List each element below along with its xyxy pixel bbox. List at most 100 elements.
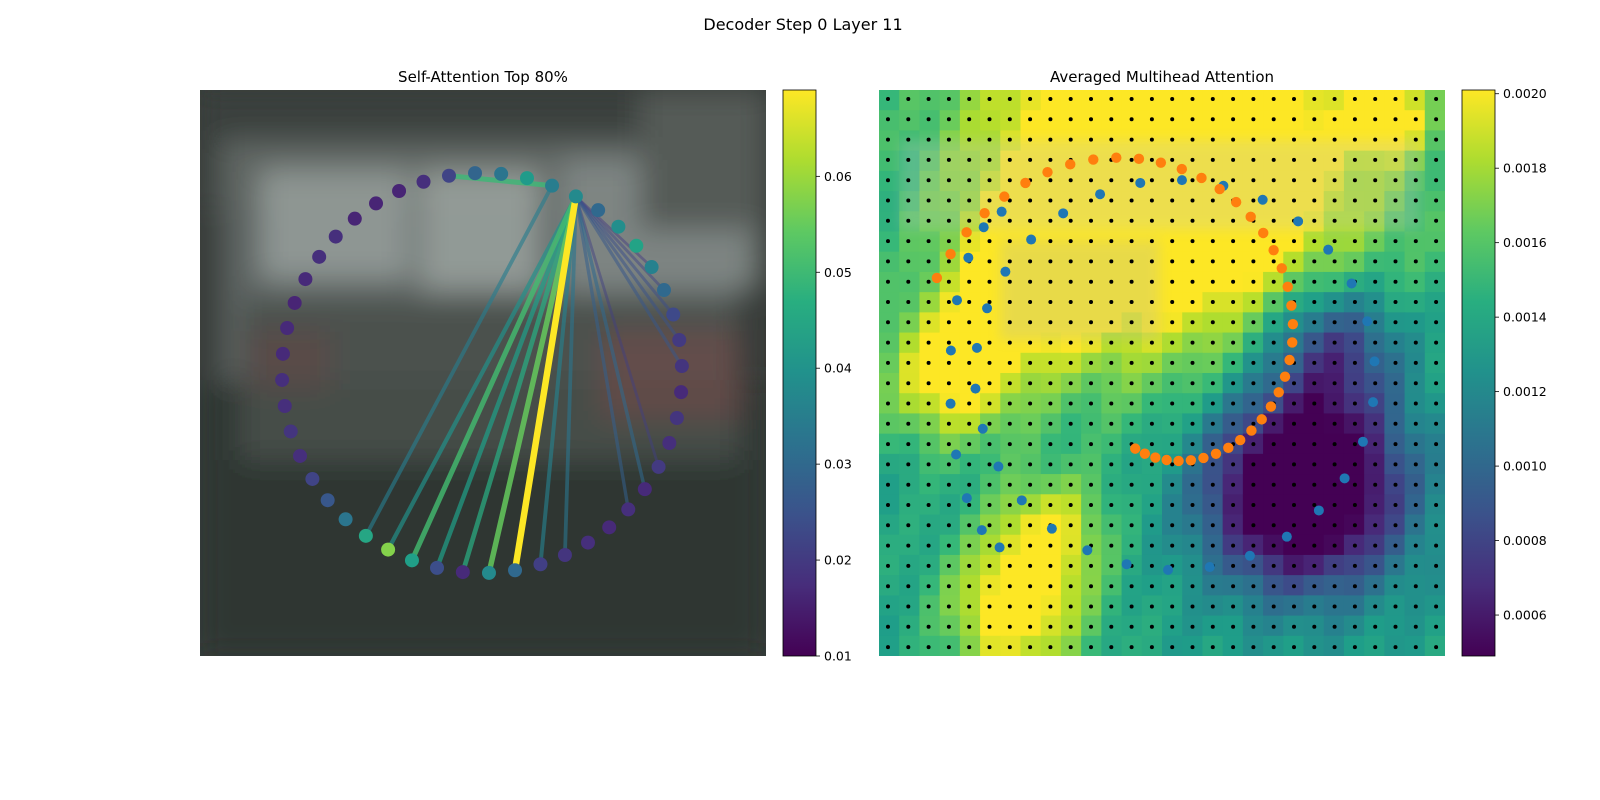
token-node <box>277 399 292 414</box>
grid-dot <box>946 523 951 528</box>
grid-dot <box>1048 198 1053 203</box>
orange-point <box>1245 211 1256 223</box>
grid-dot <box>926 239 931 244</box>
grid-dot <box>1373 645 1378 650</box>
grid-dot <box>1251 239 1256 244</box>
grid-dot <box>1373 543 1378 548</box>
token-node <box>662 436 677 451</box>
token-node <box>468 166 483 181</box>
grid-dot <box>1149 584 1154 589</box>
grid-dot <box>1068 320 1073 325</box>
blue-point <box>1058 208 1069 219</box>
grid-dot <box>1109 584 1114 589</box>
grid-dot <box>1251 259 1256 264</box>
grid-dot <box>1271 320 1276 325</box>
grid-dot <box>1028 340 1033 345</box>
grid-dot <box>946 198 951 203</box>
grid-dot <box>1109 462 1114 467</box>
grid-dot <box>1292 503 1296 507</box>
grid-dot <box>1292 482 1296 487</box>
grid-dot <box>987 645 992 650</box>
token-node <box>338 512 353 527</box>
grid-dot <box>1129 421 1134 426</box>
grid-dot <box>1292 442 1296 447</box>
grid-dot <box>1231 340 1236 345</box>
grid-dot <box>1089 360 1093 365</box>
grid-dot <box>906 624 911 629</box>
grid-dot <box>1109 300 1114 304</box>
grid-dot <box>1190 421 1195 426</box>
grid-dot <box>1251 523 1256 528</box>
grid-dot <box>1393 401 1398 406</box>
grid-dot <box>1149 218 1154 223</box>
grid-dot <box>1393 279 1398 284</box>
grid-dot <box>967 462 972 467</box>
grid-dot <box>1028 117 1033 122</box>
orange-point <box>1265 401 1277 412</box>
grid-dot <box>886 300 890 304</box>
grid-dot <box>1028 300 1033 304</box>
grid-dot <box>1170 117 1175 122</box>
grid-dot <box>886 97 890 101</box>
grid-dot <box>1393 523 1398 528</box>
grid-dot <box>1434 239 1439 244</box>
grid-dot <box>1312 340 1317 345</box>
grid-dot <box>1292 137 1296 142</box>
grid-dot <box>1332 462 1337 467</box>
colorbar-tick-label: 0.0014 <box>1503 310 1547 325</box>
grid-dot <box>1352 523 1357 528</box>
grid-dot <box>1190 645 1195 650</box>
grid-dot <box>1210 381 1215 386</box>
grid-dot <box>1149 645 1154 650</box>
orange-point <box>1161 454 1172 466</box>
grid-dot <box>946 137 951 142</box>
grid-dot <box>967 604 972 609</box>
grid-dot <box>1271 157 1276 162</box>
orange-point <box>1176 163 1188 175</box>
grid-dot <box>1190 320 1195 325</box>
grid-dot <box>1007 340 1012 345</box>
grid-dot <box>1332 340 1337 345</box>
grid-dot <box>1190 482 1195 487</box>
grid-dot <box>946 503 951 507</box>
grid-dot <box>1373 340 1378 345</box>
multihead-attention-title: Averaged Multihead Attention <box>1050 68 1274 86</box>
grid-dot <box>1190 543 1195 548</box>
grid-dot <box>1413 482 1418 487</box>
orange-point <box>1088 154 1099 165</box>
grid-dot <box>1210 198 1215 203</box>
grid-dot <box>1068 604 1073 609</box>
grid-dot <box>1109 218 1114 223</box>
grid-dot <box>1251 401 1256 406</box>
grid-dot <box>886 320 890 325</box>
self-attention-panel: Self-Attention Top 80% 0.010.020.030.0 <box>200 68 852 664</box>
grid-dot <box>1149 137 1154 142</box>
grid-dot <box>1413 279 1418 284</box>
grid-dot <box>1048 218 1053 223</box>
grid-dot <box>1149 563 1154 568</box>
grid-dot <box>1089 97 1093 101</box>
grid-dot <box>1434 401 1439 406</box>
grid-dot <box>1109 360 1114 365</box>
grid-dot <box>1231 401 1236 406</box>
attention-edge <box>574 194 684 368</box>
blue-point <box>1281 531 1292 542</box>
colorbar-tick-label: 0.0010 <box>1503 459 1547 474</box>
grid-dot <box>1028 523 1033 528</box>
grid-dot <box>1352 442 1357 447</box>
grid-dot <box>1028 259 1033 264</box>
orange-point <box>1246 425 1257 436</box>
grid-dot <box>906 239 911 244</box>
grid-dot <box>1251 97 1256 101</box>
grid-dot <box>1190 503 1195 507</box>
grid-dot <box>1393 645 1398 650</box>
grid-dot <box>1028 137 1033 142</box>
grid-dot <box>1048 137 1053 142</box>
grid-dot <box>886 462 890 467</box>
grid-dot <box>1393 381 1398 386</box>
grid-dot <box>967 645 972 650</box>
grid-dot <box>926 259 931 264</box>
grid-dot <box>1089 401 1093 406</box>
grid-dot <box>967 360 972 365</box>
grid-dot <box>906 401 911 406</box>
